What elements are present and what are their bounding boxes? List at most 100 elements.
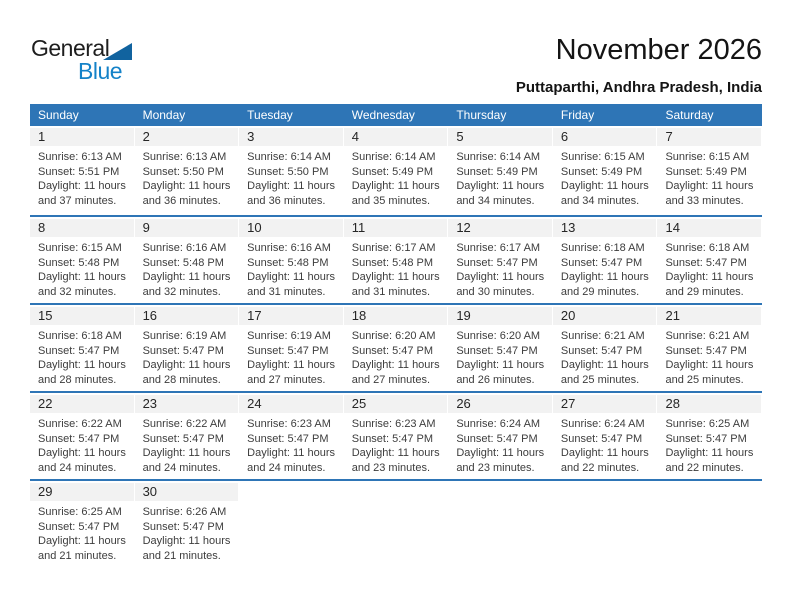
day-info: Sunrise: 6:16 AM Sunset: 5:48 PM Daylight:…	[239, 241, 344, 299]
daylight-line: Daylight: 11 hours	[456, 359, 545, 371]
daylight-line: Daylight: 11 hours	[38, 271, 126, 283]
sunrise-line: Sunrise: 6:26 AM	[142, 506, 227, 518]
daylight-line: Daylight: 11 hours	[665, 180, 754, 192]
day-cell-27: 27 Sunrise: 6:24 AM Sunset: 5:47 PM Dayligh…	[552, 393, 658, 479]
day-info: Sunrise: 6:22 AM Sunset: 5:47 PM Daylight:…	[135, 417, 240, 475]
day-number: 11	[343, 219, 448, 237]
day-number: 9	[134, 219, 239, 237]
day-cell-21: 21 Sunrise: 6:21 AM Sunset: 5:47 PM Dayligh…	[657, 305, 762, 391]
day-number: 30	[134, 483, 239, 501]
day-number: 17	[239, 307, 343, 325]
daylight-line-continued: and 37 minutes.	[38, 194, 117, 207]
logo-text-blue: Blue	[78, 58, 123, 84]
daylight-line: Daylight: 11 hours	[456, 271, 545, 283]
day-number: 14	[657, 219, 762, 237]
sunrise-line: Sunrise: 6:16 AM	[247, 242, 331, 254]
day-info: Sunrise: 6:20 AM Sunset: 5:47 PM Daylight:…	[448, 329, 553, 387]
sunset-line: Sunset: 5:47 PM	[456, 256, 538, 269]
daylight-line: Daylight: 11 hours	[665, 447, 754, 459]
day-cell-20: 20 Sunrise: 6:21 AM Sunset: 5:47 PM Dayligh…	[552, 305, 658, 391]
daylight-line: Daylight: 11 hours	[351, 447, 440, 459]
daylight-line-continued: and 28 minutes.	[38, 373, 117, 386]
day-number: 4	[343, 128, 448, 146]
daylight-line: Daylight: 11 hours	[38, 535, 126, 547]
day-cell-14: 14 Sunrise: 6:18 AM Sunset: 5:47 PM Dayligh…	[657, 217, 762, 303]
day-info: Sunrise: 6:23 AM Sunset: 5:47 PM Daylight:…	[344, 417, 449, 475]
day-info: Sunrise: 6:21 AM Sunset: 5:47 PM Daylight:…	[657, 329, 762, 387]
day-number: 12	[448, 219, 552, 237]
weekday-header-sunday: Sunday	[38, 108, 79, 122]
daylight-line: Daylight: 11 hours	[247, 359, 336, 371]
sunrise-line: Sunrise: 6:19 AM	[247, 330, 331, 342]
day-cell-24: 24 Sunrise: 6:23 AM Sunset: 5:47 PM Dayligh…	[239, 393, 344, 479]
sunrise-line: Sunrise: 6:16 AM	[142, 242, 227, 254]
daylight-line-continued: and 31 minutes.	[351, 285, 431, 298]
sunrise-line: Sunrise: 6:23 AM	[247, 418, 331, 430]
sunset-line: Sunset: 5:47 PM	[142, 520, 224, 533]
day-number: 6	[552, 128, 657, 146]
day-number: 20	[552, 307, 657, 325]
daylight-line: Daylight: 11 hours	[351, 271, 440, 283]
daylight-line: Daylight: 11 hours	[38, 359, 126, 371]
sunrise-line: Sunrise: 6:18 AM	[560, 242, 645, 254]
sunrise-line: Sunrise: 6:14 AM	[247, 151, 331, 163]
day-info: Sunrise: 6:15 AM Sunset: 5:49 PM Daylight:…	[657, 150, 762, 208]
day-number: 28	[657, 395, 762, 413]
day-cell-9: 9 Sunrise: 6:16 AM Sunset: 5:48 PM Daylight…	[134, 217, 240, 303]
day-number: 1	[30, 128, 134, 146]
logo-text-general: General	[31, 35, 110, 61]
empty-day-cell	[344, 481, 449, 567]
sunrise-line: Sunrise: 6:15 AM	[38, 242, 122, 254]
day-info: Sunrise: 6:13 AM Sunset: 5:50 PM Daylight:…	[135, 150, 240, 208]
day-info: Sunrise: 6:19 AM Sunset: 5:47 PM Daylight:…	[135, 329, 240, 387]
sunset-line: Sunset: 5:48 PM	[351, 256, 434, 269]
calendar-weeks: 1 Sunrise: 6:13 AM Sunset: 5:51 PM Daylight…	[30, 126, 762, 567]
week-row: 15 Sunrise: 6:18 AM Sunset: 5:47 PM Dayligh…	[30, 303, 762, 391]
daylight-line-continued: and 32 minutes.	[38, 285, 117, 298]
sunset-line: Sunset: 5:48 PM	[247, 256, 329, 269]
sunset-line: Sunset: 5:47 PM	[560, 256, 643, 269]
sunset-line: Sunset: 5:47 PM	[38, 344, 120, 357]
day-cell-23: 23 Sunrise: 6:22 AM Sunset: 5:47 PM Dayligh…	[134, 393, 240, 479]
sunrise-line: Sunrise: 6:25 AM	[665, 418, 750, 430]
day-info: Sunrise: 6:24 AM Sunset: 5:47 PM Daylight:…	[553, 417, 658, 475]
daylight-line-continued: and 33 minutes.	[665, 194, 744, 207]
week-row: 8 Sunrise: 6:15 AM Sunset: 5:48 PM Daylight…	[30, 215, 762, 303]
daylight-line-continued: and 30 minutes.	[456, 285, 535, 298]
empty-day-cell	[239, 481, 344, 567]
day-info: Sunrise: 6:17 AM Sunset: 5:47 PM Daylight:…	[448, 241, 553, 299]
sunset-line: Sunset: 5:47 PM	[38, 520, 120, 533]
sunrise-line: Sunrise: 6:15 AM	[665, 151, 750, 163]
daylight-line-continued: and 25 minutes.	[665, 373, 744, 386]
weekday-header-saturday: Saturday	[665, 108, 714, 122]
day-cell-18: 18 Sunrise: 6:20 AM Sunset: 5:47 PM Dayligh…	[343, 305, 449, 391]
daylight-line: Daylight: 11 hours	[560, 359, 649, 371]
daylight-line: Daylight: 11 hours	[142, 271, 231, 283]
sunset-line: Sunset: 5:47 PM	[351, 432, 434, 445]
sunrise-line: Sunrise: 6:17 AM	[351, 242, 436, 254]
day-info: Sunrise: 6:20 AM Sunset: 5:47 PM Daylight:…	[344, 329, 449, 387]
day-number: 25	[343, 395, 448, 413]
day-info: Sunrise: 6:22 AM Sunset: 5:47 PM Daylight:…	[30, 417, 135, 475]
day-info: Sunrise: 6:21 AM Sunset: 5:47 PM Daylight:…	[553, 329, 658, 387]
day-number: 5	[448, 128, 552, 146]
sunset-line: Sunset: 5:47 PM	[665, 256, 747, 269]
sunset-line: Sunset: 5:47 PM	[560, 344, 643, 357]
general-blue-logo: General Blue	[31, 36, 151, 92]
day-info: Sunrise: 6:24 AM Sunset: 5:47 PM Daylight:…	[448, 417, 553, 475]
day-number: 24	[239, 395, 343, 413]
daylight-line-continued: and 24 minutes.	[38, 461, 117, 474]
sunset-line: Sunset: 5:49 PM	[665, 165, 747, 178]
sunset-line: Sunset: 5:47 PM	[456, 344, 538, 357]
daylight-line: Daylight: 11 hours	[560, 180, 649, 192]
day-number: 22	[30, 395, 134, 413]
daylight-line: Daylight: 11 hours	[665, 271, 754, 283]
weekday-header-friday: Friday	[560, 108, 595, 122]
day-info: Sunrise: 6:25 AM Sunset: 5:47 PM Daylight:…	[657, 417, 762, 475]
sunrise-line: Sunrise: 6:21 AM	[560, 330, 645, 342]
daylight-line: Daylight: 11 hours	[665, 359, 754, 371]
day-cell-10: 10 Sunrise: 6:16 AM Sunset: 5:48 PM Dayligh…	[239, 217, 344, 303]
day-number: 16	[134, 307, 239, 325]
day-cell-11: 11 Sunrise: 6:17 AM Sunset: 5:48 PM Dayligh…	[343, 217, 449, 303]
day-info: Sunrise: 6:18 AM Sunset: 5:47 PM Daylight:…	[657, 241, 762, 299]
